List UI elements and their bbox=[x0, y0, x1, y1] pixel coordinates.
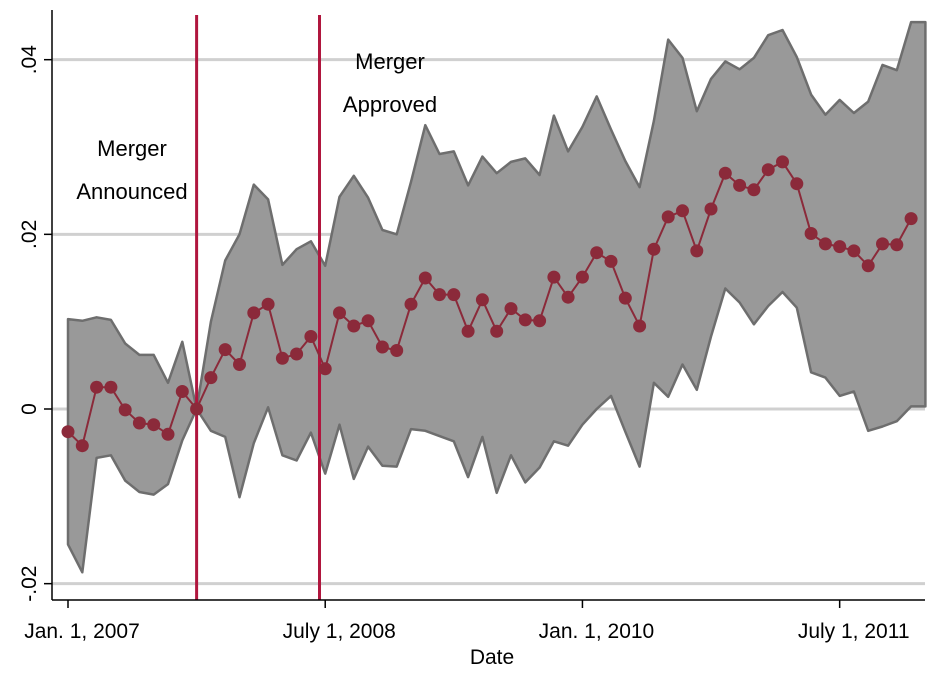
data-point bbox=[147, 418, 161, 432]
data-point bbox=[590, 246, 604, 260]
data-point bbox=[433, 288, 446, 302]
data-point bbox=[575, 270, 589, 284]
data-point bbox=[404, 297, 418, 311]
x-axis-label: Date bbox=[470, 646, 514, 669]
data-point bbox=[861, 259, 875, 273]
data-point bbox=[718, 166, 732, 180]
data-point bbox=[190, 402, 204, 416]
data-point bbox=[890, 238, 904, 252]
data-point bbox=[218, 343, 232, 357]
data-point bbox=[747, 183, 761, 197]
data-point bbox=[804, 227, 818, 240]
annotations: Merger Announced Merger Approved bbox=[76, 49, 437, 204]
data-point bbox=[761, 163, 775, 177]
annotation-text: Merger bbox=[97, 136, 167, 161]
data-point bbox=[490, 324, 504, 338]
data-point bbox=[204, 371, 218, 385]
data-point bbox=[375, 340, 389, 354]
data-point bbox=[904, 212, 918, 226]
data-point bbox=[633, 319, 647, 333]
data-point bbox=[504, 302, 518, 316]
data-point bbox=[418, 271, 432, 285]
data-point bbox=[475, 293, 489, 307]
data-point bbox=[233, 358, 246, 371]
axes: -.02 0 .02 .04 Jan. 1, 2007 July 1, 2008 Jan. … bbox=[18, 10, 925, 643]
data-point bbox=[447, 288, 461, 302]
data-point bbox=[661, 210, 675, 224]
data-point bbox=[318, 362, 332, 376]
data-point bbox=[618, 291, 632, 305]
confidence-band bbox=[66, 20, 927, 574]
series-line bbox=[61, 155, 918, 453]
data-point bbox=[561, 290, 575, 304]
annotation-text: Approved bbox=[343, 92, 437, 117]
data-point bbox=[104, 380, 118, 394]
data-point bbox=[676, 204, 689, 218]
annotation-text: Merger bbox=[355, 49, 425, 74]
data-point bbox=[776, 155, 789, 169]
data-point bbox=[690, 244, 704, 258]
x-tick-label: Jan. 1, 2010 bbox=[539, 620, 655, 643]
data-point bbox=[304, 330, 318, 343]
data-point bbox=[876, 237, 889, 251]
data-point bbox=[75, 439, 89, 453]
data-point bbox=[518, 313, 532, 327]
data-point bbox=[132, 416, 146, 430]
data-point bbox=[647, 242, 661, 256]
data-point bbox=[161, 427, 175, 441]
data-point bbox=[818, 237, 832, 251]
data-point bbox=[61, 425, 75, 439]
data-point bbox=[175, 385, 189, 398]
event-lines bbox=[195, 15, 322, 600]
data-point bbox=[275, 351, 289, 365]
annotation-text: Announced bbox=[76, 179, 187, 204]
data-point bbox=[604, 254, 618, 268]
x-tick-label: July 1, 2011 bbox=[798, 620, 910, 643]
x-tick-label: July 1, 2008 bbox=[283, 620, 396, 643]
data-point bbox=[704, 202, 718, 216]
data-point bbox=[733, 178, 747, 192]
data-point bbox=[533, 314, 547, 328]
data-point bbox=[333, 306, 346, 320]
data-point bbox=[261, 297, 275, 311]
data-point bbox=[390, 344, 404, 357]
y-tick-label: .04 bbox=[18, 45, 41, 75]
data-point bbox=[361, 314, 375, 328]
data-point bbox=[347, 319, 361, 333]
data-point bbox=[90, 380, 104, 394]
data-point bbox=[547, 270, 561, 284]
data-point bbox=[118, 403, 132, 417]
data-point bbox=[461, 324, 475, 338]
data-point bbox=[790, 177, 804, 191]
y-tick-label: 0 bbox=[18, 403, 41, 415]
y-tick-label: -.02 bbox=[18, 566, 41, 602]
data-point bbox=[247, 306, 261, 320]
y-tick-label: .02 bbox=[18, 220, 41, 249]
data-point bbox=[833, 240, 847, 254]
band-area bbox=[66, 20, 927, 574]
data-point bbox=[290, 347, 304, 361]
data-point bbox=[847, 244, 861, 258]
x-tick-label: Jan. 1, 2007 bbox=[24, 620, 140, 643]
